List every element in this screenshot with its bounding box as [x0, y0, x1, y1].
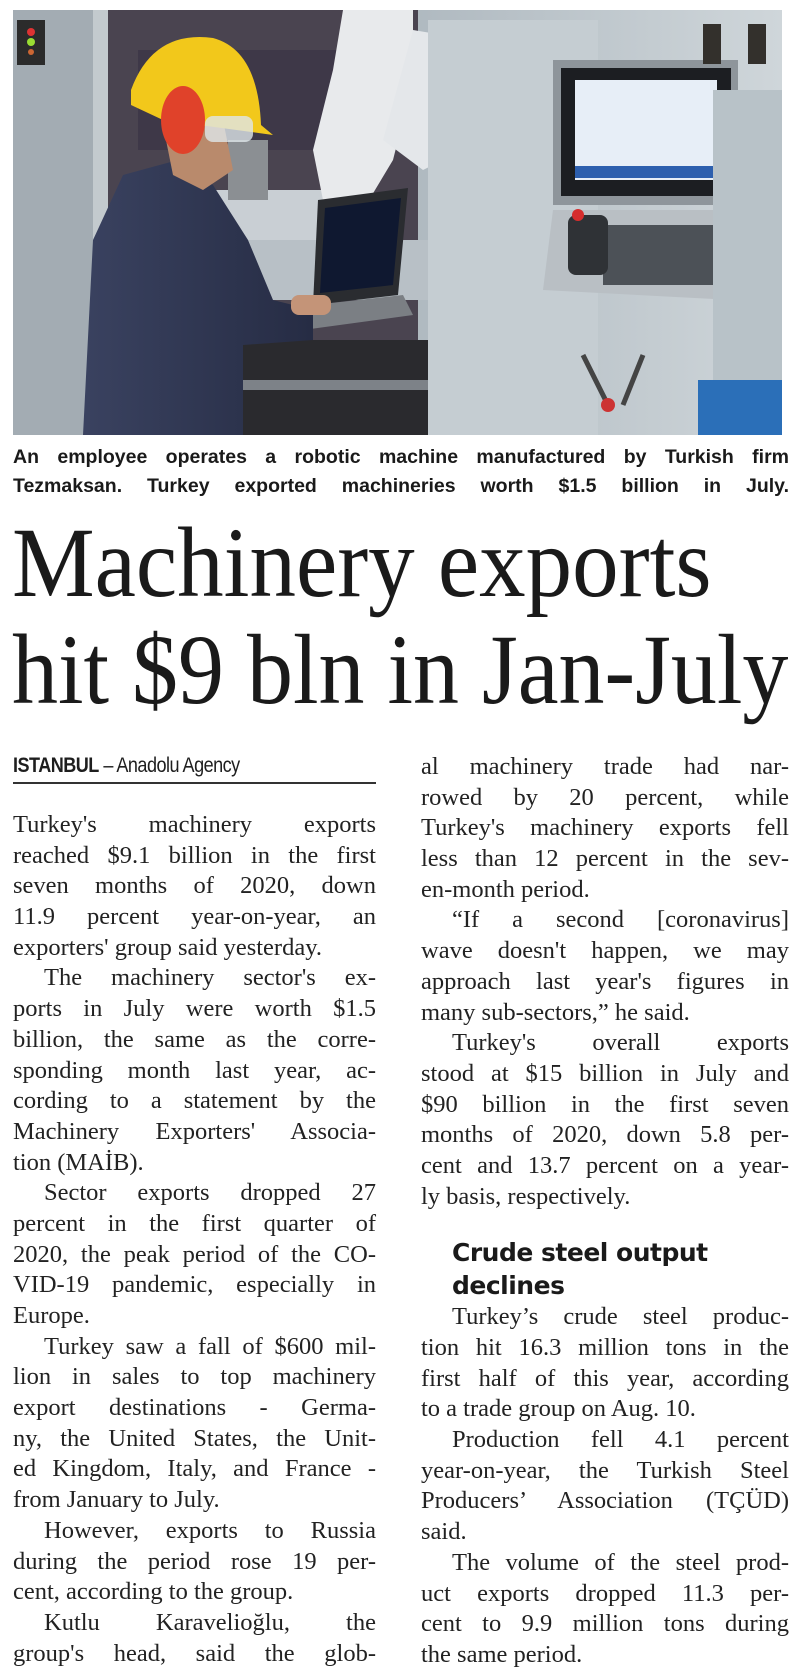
text-line: the same period.	[421, 1640, 583, 1668]
text-line: $90 billion in the first seven	[421, 1090, 789, 1118]
text-line: Sector exports dropped 27	[44, 1179, 376, 1207]
text-line: Kutlu Karavelioğlu, the	[44, 1608, 376, 1636]
text-line: Producers’ Association (TÇÜD)	[421, 1487, 789, 1515]
right-column-text-2: Turkey’s crude steel produc-tion hit 16.…	[421, 1302, 789, 1670]
text-line: from January to July.	[13, 1486, 220, 1514]
text-line: less than 12 percent in the sev-	[421, 845, 789, 873]
text-line: Machinery Exporters' Associa-	[13, 1117, 376, 1145]
text-line: The machinery sector's ex-	[44, 964, 376, 992]
text-line: tion (MAİB).	[13, 1148, 144, 1176]
text-line: ly basis, respectively.	[421, 1182, 631, 1210]
text-line: stood at $15 billion in July and	[421, 1059, 789, 1087]
text-line: en-month period.	[421, 875, 590, 903]
subheading-line: declines	[452, 1271, 565, 1301]
control-keypad	[603, 225, 713, 285]
byline-source: Anadolu Agency	[116, 754, 240, 777]
text-line: Production fell 4.1 percent	[452, 1426, 789, 1454]
text-line: cent and 13.7 percent on a year-	[421, 1151, 789, 1179]
text-line: export destinations - Germa-	[13, 1394, 376, 1422]
text-line: cent to 9.9 million tons during	[421, 1610, 789, 1638]
headline-line: hit $9 bln in Jan-July	[12, 614, 789, 725]
article-column-left: Turkey's machinery exports reached $9.1 b…	[13, 810, 376, 1669]
text-line: said.	[421, 1518, 467, 1546]
text-line: rowed by 20 percent, while	[421, 783, 789, 811]
text-line: ny, the United States, the Unit-	[13, 1424, 376, 1452]
text-line: 2020, the peak period of the CO-	[13, 1240, 376, 1268]
text-line: sponding month last year, ac-	[13, 1056, 376, 1084]
text-line: Europe.	[13, 1302, 90, 1329]
text-line: approach last year's figures in	[421, 967, 789, 995]
text-line: VID-19 pandemic, especially in	[13, 1271, 376, 1299]
right-column-text: al machinery trade had nar-rowed by 20 p…	[421, 752, 789, 1212]
text-line: billion, the same as the corre-	[13, 1025, 376, 1053]
text-line: However, exports to Russia	[44, 1516, 376, 1544]
text-line: al machinery trade had nar-	[421, 753, 789, 780]
text-line: Turkey saw a fall of $600 mil-	[44, 1332, 376, 1360]
text-line: “If a second [coronavirus]	[452, 906, 789, 934]
byline-location: ISTANBUL	[13, 754, 99, 777]
byline-rule	[13, 782, 376, 784]
text-line: Turkey's machinery exports	[13, 811, 376, 838]
byline-separator: –	[98, 754, 117, 777]
text-line: Turkey’s crude steel produc-	[452, 1303, 789, 1331]
worker	[83, 160, 313, 435]
subheading-line: Crude steel output	[452, 1238, 708, 1268]
text-line: to a trade group on Aug. 10.	[421, 1395, 696, 1423]
text-line: group's head, said the glob-	[13, 1639, 376, 1667]
text-line: 11.9 percent year-on-year, an	[13, 903, 376, 931]
text-line: first half of this year, according	[421, 1364, 789, 1392]
text-line: exporters' group said yesterday.	[13, 933, 322, 961]
photo-caption-line: Tezmaksan. Turkey exported machineries w…	[13, 475, 789, 497]
text-line: ports in July were worth $1.5	[13, 995, 376, 1023]
photo-caption-line: An employee operates a robotic machine m…	[13, 446, 789, 468]
text-line: reached $9.1 billion in the first	[13, 841, 376, 869]
text-line: seven months of 2020, down	[13, 872, 376, 900]
text-line: during the period rose 19 per-	[13, 1547, 376, 1575]
text-line: ed Kingdom, Italy, and France -	[13, 1455, 376, 1483]
text-line: lion in sales to top machinery	[13, 1363, 376, 1391]
text-line: percent in the first quarter of	[13, 1209, 376, 1237]
text-line: cent, according to the group.	[13, 1578, 294, 1606]
text-line: months of 2020, down 5.8 per-	[421, 1121, 789, 1149]
ear-defender	[161, 86, 205, 154]
text-line: The volume of the steel prod-	[452, 1548, 789, 1576]
text-line: year-on-year, the Turkish Steel	[421, 1456, 789, 1484]
article-photo	[13, 10, 782, 435]
headline-line: Machinery exports	[12, 507, 712, 618]
byline: ISTANBUL – Anadolu Agency	[13, 752, 240, 780]
article-column-right: al machinery trade had nar-rowed by 20 p…	[421, 752, 789, 1671]
text-line: uct exports dropped 11.3 per-	[421, 1579, 789, 1607]
text-line: cording to a statement by the	[13, 1087, 376, 1115]
text-line: Turkey's machinery exports fell	[421, 814, 789, 842]
text-line: Turkey's overall exports	[452, 1029, 789, 1057]
text-line: wave doesn't happen, we may	[421, 937, 789, 965]
text-line: tion hit 16.3 million tons in the	[421, 1334, 789, 1361]
text-line: many sub-sectors,” he said.	[421, 998, 690, 1026]
